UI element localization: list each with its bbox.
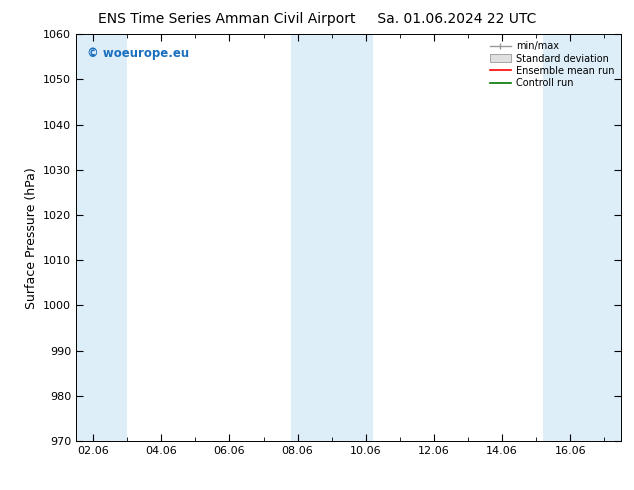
Bar bbox=[291, 34, 373, 441]
Bar bbox=[543, 34, 621, 441]
Legend: min/max, Standard deviation, Ensemble mean run, Controll run: min/max, Standard deviation, Ensemble me… bbox=[488, 39, 616, 90]
Text: © woeurope.eu: © woeurope.eu bbox=[87, 47, 189, 59]
Y-axis label: Surface Pressure (hPa): Surface Pressure (hPa) bbox=[25, 167, 37, 309]
Text: ENS Time Series Amman Civil Airport     Sa. 01.06.2024 22 UTC: ENS Time Series Amman Civil Airport Sa. … bbox=[98, 12, 536, 26]
Bar bbox=[76, 34, 127, 441]
